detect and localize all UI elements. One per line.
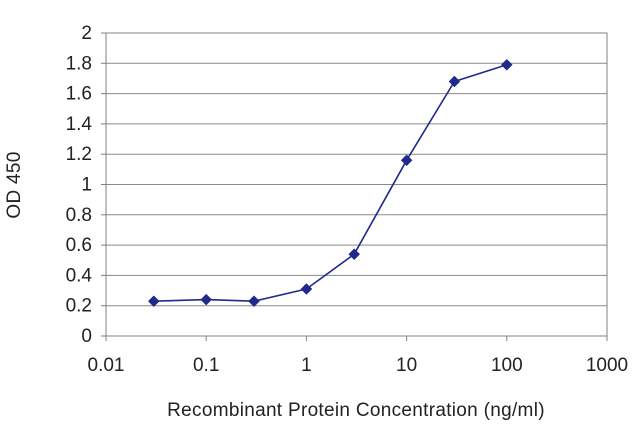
- x-tick-label: 100: [491, 355, 523, 376]
- x-tick-label: 0.1: [193, 355, 219, 376]
- data-point: [500, 58, 513, 71]
- y-tick-label: 0.4: [66, 265, 93, 286]
- data-point: [147, 295, 160, 308]
- data-point: [200, 293, 213, 306]
- y-tick-label: 0: [81, 326, 92, 347]
- y-tick-label: 2: [81, 23, 92, 44]
- y-axis-label: OD 450: [4, 151, 25, 218]
- data-point: [348, 248, 361, 261]
- x-axis-ticks: 0.01 0.1 1 10 100 1000: [88, 336, 628, 376]
- y-tick-label: 1.4: [66, 114, 93, 135]
- x-tick-label: 0.01: [88, 355, 125, 376]
- series-group: [147, 58, 513, 308]
- y-tick-label: 1.8: [66, 53, 92, 74]
- data-point: [248, 295, 260, 308]
- x-tick-label: 10: [396, 355, 417, 376]
- x-axis-label: Recombinant Protein Concentration (ng/ml…: [167, 400, 545, 421]
- data-point: [448, 75, 461, 88]
- x-tick-label: 1000: [586, 355, 628, 376]
- y-tick-label: 0.6: [66, 235, 92, 256]
- y-tick-label: 1.6: [66, 84, 92, 105]
- data-point: [300, 283, 313, 295]
- y-axis-ticks: 0 0.2 0.4 0.6 0.8 1 1.2 1.4 1.6 1.8 2: [66, 23, 106, 347]
- gridlines: [106, 62, 607, 307]
- y-tick-label: 1.2: [66, 144, 92, 165]
- x-tick-label: 1: [301, 355, 312, 376]
- y-tick-label: 0.8: [66, 205, 92, 226]
- y-tick-label: 0.2: [66, 296, 92, 317]
- data-point: [400, 154, 413, 167]
- y-tick-label: 1: [81, 175, 92, 196]
- series-line: [153, 64, 508, 303]
